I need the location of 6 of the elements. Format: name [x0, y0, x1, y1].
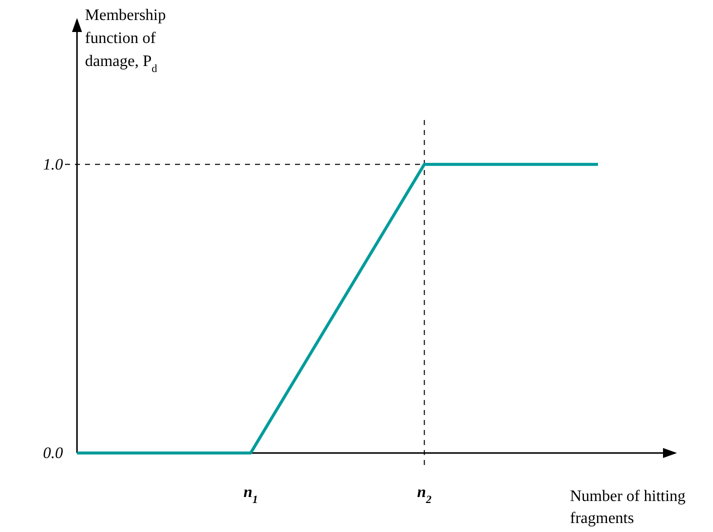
y-tick-label: 0.0: [43, 445, 63, 462]
x-tick-label: n$_{1}$: [243, 484, 258, 506]
y-axis-title: Membership function of damage, P$_{d}$: [85, 7, 166, 75]
y-tick-label: 1.0: [43, 156, 63, 174]
x-tick-label: n$_{2}$: [417, 484, 432, 506]
x-axis-title: Number of hitting fragments: [570, 488, 686, 527]
